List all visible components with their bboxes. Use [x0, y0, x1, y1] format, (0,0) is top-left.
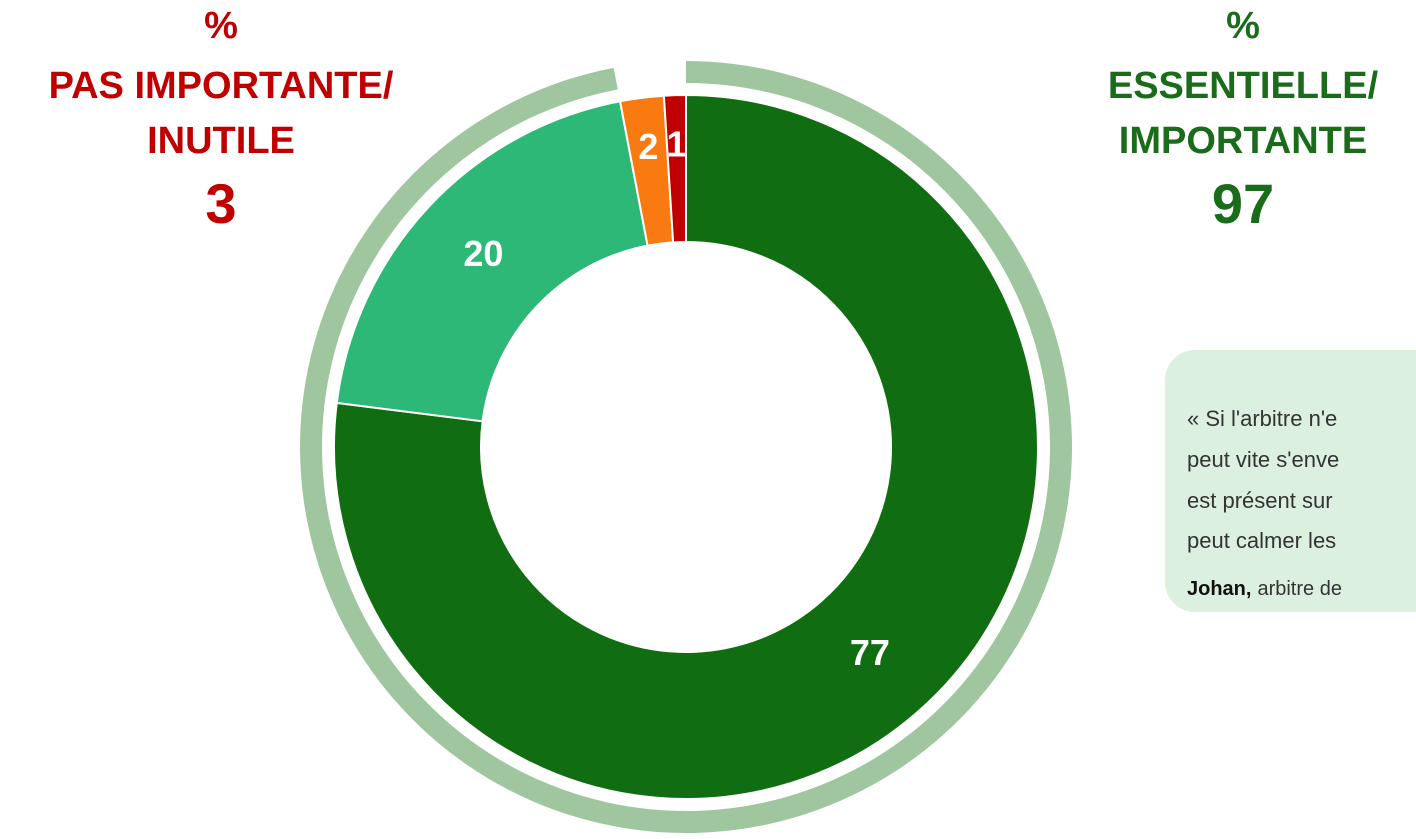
- summary-label: ESSENTIELLE/: [1108, 65, 1379, 107]
- summary-label: PAS IMPORTANTE/: [49, 65, 394, 107]
- quote-box: [1165, 350, 1416, 612]
- quote-line: peut calmer les: [1187, 528, 1336, 553]
- quote-author: Johan, arbitre de: [1187, 578, 1342, 600]
- author: Johan,: [1187, 578, 1251, 600]
- summary-label: IMPORTANTE: [1119, 120, 1367, 162]
- slice: [662, 93, 687, 244]
- data-label: 2: [638, 126, 658, 167]
- quote-line: est présent sur: [1187, 488, 1333, 513]
- data-label: 77: [850, 632, 890, 673]
- summary-label: INUTILE: [147, 120, 295, 162]
- quote-line: « Si l'arbitre n'e: [1187, 406, 1337, 431]
- role: arbitre de: [1257, 578, 1342, 600]
- summary-value: 3: [205, 172, 236, 235]
- slice: [333, 93, 1039, 800]
- data-label: 20: [463, 233, 503, 274]
- summary-symbol: %: [204, 5, 238, 47]
- slice: [335, 100, 649, 423]
- data-label: 1: [667, 124, 687, 165]
- quote-line: peut vite s'enve: [1187, 447, 1339, 472]
- summary-value: 97: [1212, 172, 1274, 235]
- summary-symbol: %: [1226, 5, 1260, 47]
